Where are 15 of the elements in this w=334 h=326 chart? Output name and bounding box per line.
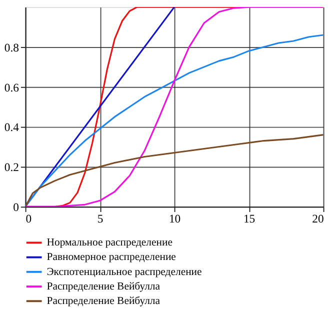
y-tick-label: 0.2 <box>4 161 20 174</box>
x-tick-label: 0 <box>26 212 32 226</box>
legend-label: Распределение Вейбулла <box>46 280 160 292</box>
legend-label: Экспотенциальное распределение <box>46 266 202 278</box>
legend-label: Равномерное распределение <box>46 251 176 264</box>
x-tick-label: 15 <box>243 212 256 226</box>
legend-label: Распределение Вейбулла <box>46 295 160 308</box>
y-tick-label: 0 <box>13 201 20 214</box>
x-tick-label: 5 <box>97 212 104 226</box>
x-tick-label: 10 <box>168 212 181 226</box>
y-tick-label: 0.6 <box>4 81 20 94</box>
legend-label: Нормальное распределение <box>46 236 173 249</box>
x-tick-label: 20 <box>312 212 324 226</box>
y-tick-label: 0.8 <box>4 41 20 54</box>
y-tick-label: 0.4 <box>4 121 20 134</box>
